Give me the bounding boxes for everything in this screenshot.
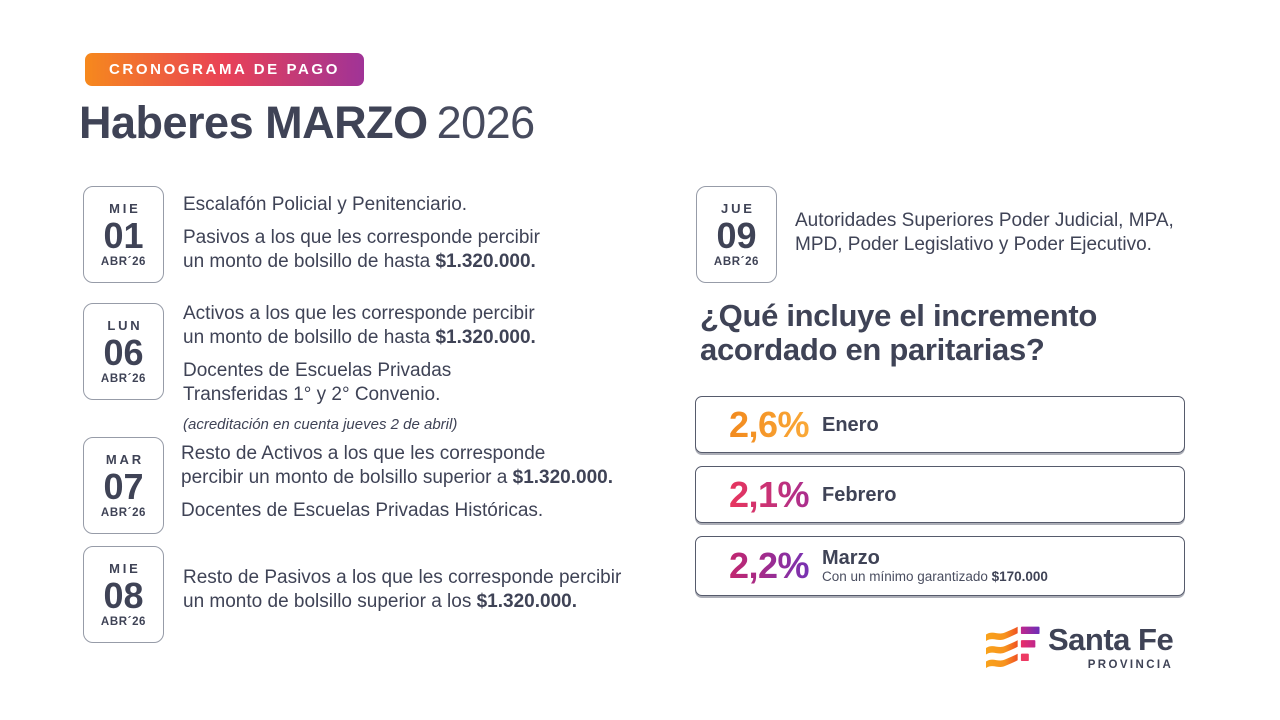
schedule-entry-abr-07: Resto de Activos a los que les correspon…: [181, 442, 661, 532]
entry-text: Docentes de Escuelas Privadas Transferid…: [183, 360, 452, 406]
logo-subtitle: PROVINCIA: [1087, 658, 1174, 671]
entry-paragraph: Autoridades Superiores Poder Judicial, M…: [795, 209, 1215, 257]
entry-amount: $1.320.000.: [435, 251, 536, 273]
note-text: Con un mínimo garantizado: [822, 568, 992, 584]
increment-month-febrero: Febrero: [822, 483, 897, 506]
paritarias-question-heading: ¿Qué incluye el incremento acordado en p…: [700, 298, 1098, 368]
date-month: ABR´26: [100, 506, 147, 519]
date-weekday: MIE: [109, 561, 141, 577]
entry-amount: $1.320.000.: [435, 327, 536, 349]
entry-text: Autoridades Superiores Poder Judicial, M…: [795, 210, 1174, 256]
date-weekday: MAR: [105, 452, 144, 468]
santa-fe-logo-text: Santa Fe PROVINCIA: [1048, 622, 1174, 671]
date-card-abr-06: LUN 06 ABR´26: [83, 303, 164, 400]
increment-box-febrero: 2,1% Febrero: [695, 466, 1185, 523]
entry-text: Pasivos a los que les corresponde percib…: [183, 227, 540, 273]
entry-text: Resto de Pasivos a los que les correspon…: [183, 567, 622, 613]
entry-paragraph: Docentes de Escuelas Privadas Históricas…: [181, 499, 661, 523]
date-month: ABR´26: [100, 255, 147, 268]
title-main: Haberes MARZO: [79, 97, 428, 148]
increment-box-enero: 2,6% Enero: [695, 396, 1185, 453]
entry-amount: $1.320.000.: [476, 591, 577, 613]
schedule-entry-abr-09: Autoridades Superiores Poder Judicial, M…: [795, 209, 1215, 266]
date-weekday: JUE: [721, 201, 755, 217]
date-card-abr-09: JUE 09 ABR´26: [696, 186, 777, 283]
date-month: ABR´26: [100, 615, 147, 628]
entry-paragraph: Resto de Activos a los que les correspon…: [181, 442, 661, 490]
santa-fe-logo: Santa Fe PROVINCIA: [986, 622, 1174, 672]
date-month: ABR´26: [713, 255, 760, 268]
schedule-entry-abr-06: Activos a los que les corresponde percib…: [183, 302, 653, 443]
entry-text: Docentes de Escuelas Privadas Históricas…: [181, 500, 544, 522]
date-card-abr-08: MIE 08 ABR´26: [83, 546, 164, 643]
entry-paragraph: Pasivos a los que les corresponde percib…: [183, 226, 653, 274]
date-day: 09: [716, 215, 757, 257]
entry-text: Escalafón Policial y Penitenciario.: [183, 194, 468, 215]
increment-month-marzo: Marzo: [822, 546, 880, 569]
title-year: 2026: [436, 97, 536, 148]
note-amount: $170.000: [991, 568, 1048, 584]
increment-box-marzo: 2,2% Marzo Con un mínimo garantizado $17…: [695, 536, 1185, 596]
entry-text: Resto de Activos a los que les correspon…: [181, 443, 546, 489]
badge-label: CRONOGRAMA DE PAGO: [109, 61, 340, 78]
entry-note-italic: (acreditación en cuenta jueves 2 de abri…: [183, 415, 458, 433]
date-day: 01: [103, 215, 144, 257]
cronograma-badge: CRONOGRAMA DE PAGO: [85, 53, 364, 86]
date-weekday: LUN: [107, 318, 143, 334]
increment-percent-marzo: 2,2%: [729, 545, 822, 587]
date-weekday: MIE: [109, 201, 141, 217]
increment-note-marzo: Con un mínimo garantizado $170.000: [822, 569, 1048, 586]
page-title: Haberes MARZO 2026: [79, 98, 535, 148]
logo-name: Santa Fe: [1048, 622, 1174, 657]
entry-paragraph: Resto de Pasivos a los que les correspon…: [183, 566, 663, 614]
date-day: 08: [103, 575, 144, 617]
entry-paragraph: Escalafón Policial y Penitenciario.: [183, 193, 653, 217]
date-month: ABR´26: [100, 372, 147, 385]
increment-marzo-labels: Marzo Con un mínimo garantizado $170.000: [822, 547, 1048, 586]
increment-percent-enero: 2,6%: [729, 404, 822, 446]
date-day: 07: [103, 466, 144, 508]
increment-month-enero: Enero: [822, 413, 879, 436]
increment-percent-febrero: 2,1%: [729, 474, 822, 516]
santa-fe-flag-icon: [986, 626, 1040, 669]
schedule-entry-abr-01: Escalafón Policial y Penitenciario. Pasi…: [183, 193, 653, 283]
entry-amount: $1.320.000.: [512, 467, 613, 489]
date-card-abr-01: MIE 01 ABR´26: [83, 186, 164, 283]
date-day: 06: [103, 332, 144, 374]
date-card-abr-07: MAR 07 ABR´26: [83, 437, 164, 534]
entry-text: Activos a los que les corresponde percib…: [183, 303, 535, 349]
schedule-entry-abr-08: Resto de Pasivos a los que les correspon…: [183, 566, 663, 623]
entry-paragraph: Activos a los que les corresponde percib…: [183, 302, 653, 350]
entry-paragraph: Docentes de Escuelas Privadas Transferid…: [183, 359, 653, 407]
